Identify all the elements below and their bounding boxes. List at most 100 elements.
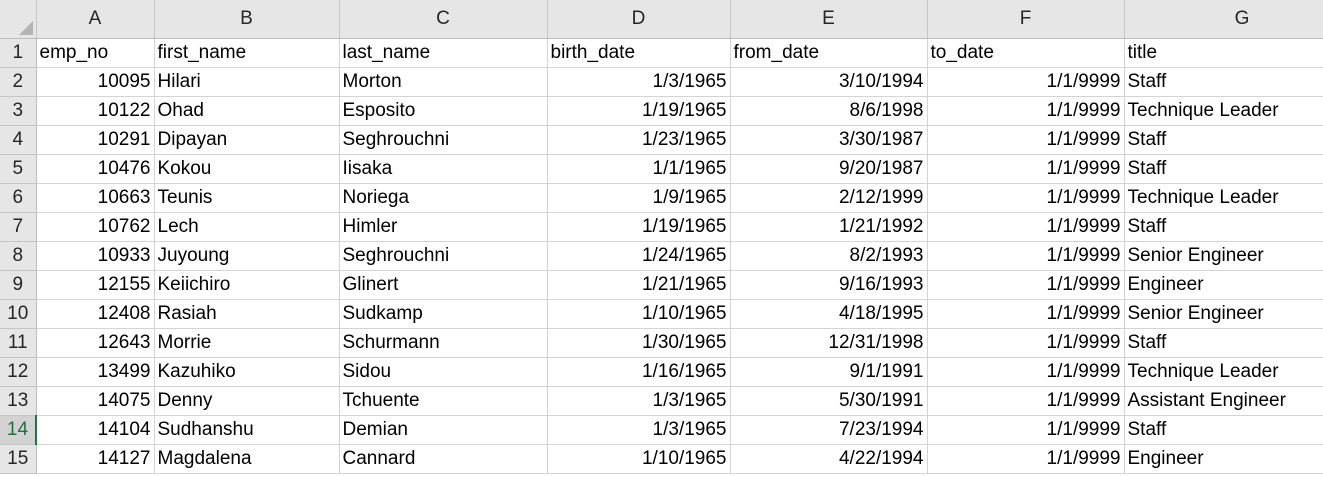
row-header-10[interactable]: 10	[0, 299, 37, 329]
cell-d2[interactable]: 1/3/1965	[547, 67, 731, 97]
cell-a11[interactable]: 12643	[36, 328, 155, 358]
column-header-g[interactable]: G	[1124, 0, 1323, 39]
cell-g13[interactable]: Assistant Engineer	[1124, 386, 1323, 416]
cell-d5[interactable]: 1/1/1965	[547, 154, 731, 184]
cell-d12[interactable]: 1/16/1965	[547, 357, 731, 387]
cell-f5[interactable]: 1/1/9999	[927, 154, 1125, 184]
cell-f4[interactable]: 1/1/9999	[927, 125, 1125, 155]
row-header-3[interactable]: 3	[0, 96, 37, 126]
column-header-d[interactable]: D	[547, 0, 731, 39]
cell-f3[interactable]: 1/1/9999	[927, 96, 1125, 126]
column-header-b[interactable]: B	[154, 0, 340, 39]
cell-e5[interactable]: 9/20/1987	[730, 154, 928, 184]
cell-c14[interactable]: Demian	[339, 415, 548, 445]
cell-g1[interactable]: title	[1124, 38, 1323, 68]
cell-b15[interactable]: Magdalena	[154, 444, 340, 474]
cell-c10[interactable]: Sudkamp	[339, 299, 548, 329]
cell-b11[interactable]: Morrie	[154, 328, 340, 358]
cell-e9[interactable]: 9/16/1993	[730, 270, 928, 300]
row-header-5[interactable]: 5	[0, 154, 37, 184]
cell-a13[interactable]: 14075	[36, 386, 155, 416]
cell-f13[interactable]: 1/1/9999	[927, 386, 1125, 416]
cell-c15[interactable]: Cannard	[339, 444, 548, 474]
cell-f6[interactable]: 1/1/9999	[927, 183, 1125, 213]
cell-b4[interactable]: Dipayan	[154, 125, 340, 155]
cell-e15[interactable]: 4/22/1994	[730, 444, 928, 474]
cell-b3[interactable]: Ohad	[154, 96, 340, 126]
cell-g10[interactable]: Senior Engineer	[1124, 299, 1323, 329]
cell-d13[interactable]: 1/3/1965	[547, 386, 731, 416]
cell-c13[interactable]: Tchuente	[339, 386, 548, 416]
cell-a6[interactable]: 10663	[36, 183, 155, 213]
cell-a3[interactable]: 10122	[36, 96, 155, 126]
row-header-1[interactable]: 1	[0, 38, 37, 68]
cell-c2[interactable]: Morton	[339, 67, 548, 97]
column-header-e[interactable]: E	[730, 0, 928, 39]
cell-a2[interactable]: 10095	[36, 67, 155, 97]
cell-b7[interactable]: Lech	[154, 212, 340, 242]
select-all-corner[interactable]	[0, 0, 37, 39]
cell-b2[interactable]: Hilari	[154, 67, 340, 97]
cell-c3[interactable]: Esposito	[339, 96, 548, 126]
cell-b5[interactable]: Kokou	[154, 154, 340, 184]
cell-g2[interactable]: Staff	[1124, 67, 1323, 97]
cell-d8[interactable]: 1/24/1965	[547, 241, 731, 271]
cell-g11[interactable]: Staff	[1124, 328, 1323, 358]
row-header-6[interactable]: 6	[0, 183, 37, 213]
cell-a14[interactable]: 14104	[36, 415, 155, 445]
cell-a15[interactable]: 14127	[36, 444, 155, 474]
cell-b14[interactable]: Sudhanshu	[154, 415, 340, 445]
cell-d14[interactable]: 1/3/1965	[547, 415, 731, 445]
cell-a10[interactable]: 12408	[36, 299, 155, 329]
cell-b12[interactable]: Kazuhiko	[154, 357, 340, 387]
cell-g7[interactable]: Staff	[1124, 212, 1323, 242]
cell-a12[interactable]: 13499	[36, 357, 155, 387]
cell-g14[interactable]: Staff	[1124, 415, 1323, 445]
row-header-7[interactable]: 7	[0, 212, 37, 242]
cell-g9[interactable]: Engineer	[1124, 270, 1323, 300]
column-header-f[interactable]: F	[927, 0, 1125, 39]
cell-c1[interactable]: last_name	[339, 38, 548, 68]
cell-e8[interactable]: 8/2/1993	[730, 241, 928, 271]
cell-b13[interactable]: Denny	[154, 386, 340, 416]
cell-c12[interactable]: Sidou	[339, 357, 548, 387]
cell-g3[interactable]: Technique Leader	[1124, 96, 1323, 126]
cell-e7[interactable]: 1/21/1992	[730, 212, 928, 242]
cell-c7[interactable]: Himler	[339, 212, 548, 242]
cell-a4[interactable]: 10291	[36, 125, 155, 155]
cell-a8[interactable]: 10933	[36, 241, 155, 271]
cell-d7[interactable]: 1/19/1965	[547, 212, 731, 242]
cell-f10[interactable]: 1/1/9999	[927, 299, 1125, 329]
cell-d3[interactable]: 1/19/1965	[547, 96, 731, 126]
column-header-a[interactable]: A	[36, 0, 155, 39]
cell-f1[interactable]: to_date	[927, 38, 1125, 68]
cell-f8[interactable]: 1/1/9999	[927, 241, 1125, 271]
cell-b1[interactable]: first_name	[154, 38, 340, 68]
cell-e13[interactable]: 5/30/1991	[730, 386, 928, 416]
row-header-13[interactable]: 13	[0, 386, 37, 416]
cell-d11[interactable]: 1/30/1965	[547, 328, 731, 358]
row-header-14[interactable]: 14	[0, 415, 37, 445]
row-header-12[interactable]: 12	[0, 357, 37, 387]
cell-e4[interactable]: 3/30/1987	[730, 125, 928, 155]
cell-d6[interactable]: 1/9/1965	[547, 183, 731, 213]
cell-b8[interactable]: Juyoung	[154, 241, 340, 271]
cell-b6[interactable]: Teunis	[154, 183, 340, 213]
cell-f2[interactable]: 1/1/9999	[927, 67, 1125, 97]
cell-a7[interactable]: 10762	[36, 212, 155, 242]
cell-b10[interactable]: Rasiah	[154, 299, 340, 329]
row-header-8[interactable]: 8	[0, 241, 37, 271]
cell-g15[interactable]: Engineer	[1124, 444, 1323, 474]
cell-d10[interactable]: 1/10/1965	[547, 299, 731, 329]
column-header-c[interactable]: C	[339, 0, 548, 39]
cell-b9[interactable]: Keiichiro	[154, 270, 340, 300]
cell-e1[interactable]: from_date	[730, 38, 928, 68]
row-header-2[interactable]: 2	[0, 67, 37, 97]
cell-e6[interactable]: 2/12/1999	[730, 183, 928, 213]
cell-e2[interactable]: 3/10/1994	[730, 67, 928, 97]
cell-g5[interactable]: Staff	[1124, 154, 1323, 184]
cell-d15[interactable]: 1/10/1965	[547, 444, 731, 474]
cell-f11[interactable]: 1/1/9999	[927, 328, 1125, 358]
row-header-9[interactable]: 9	[0, 270, 37, 300]
row-header-15[interactable]: 15	[0, 444, 37, 474]
